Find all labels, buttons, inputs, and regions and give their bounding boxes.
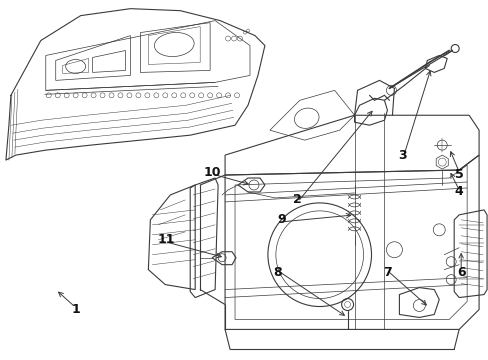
Text: 7: 7 xyxy=(382,266,391,279)
Text: 5: 5 xyxy=(454,167,463,180)
Text: 10: 10 xyxy=(203,166,221,179)
Text: 2: 2 xyxy=(293,193,302,206)
Text: 1: 1 xyxy=(71,303,80,316)
Text: 4: 4 xyxy=(454,185,463,198)
Text: 8: 8 xyxy=(273,266,282,279)
Text: 9: 9 xyxy=(277,213,285,226)
Text: 11: 11 xyxy=(157,233,175,246)
Text: 6: 6 xyxy=(456,266,465,279)
Text: 3: 3 xyxy=(397,149,406,162)
